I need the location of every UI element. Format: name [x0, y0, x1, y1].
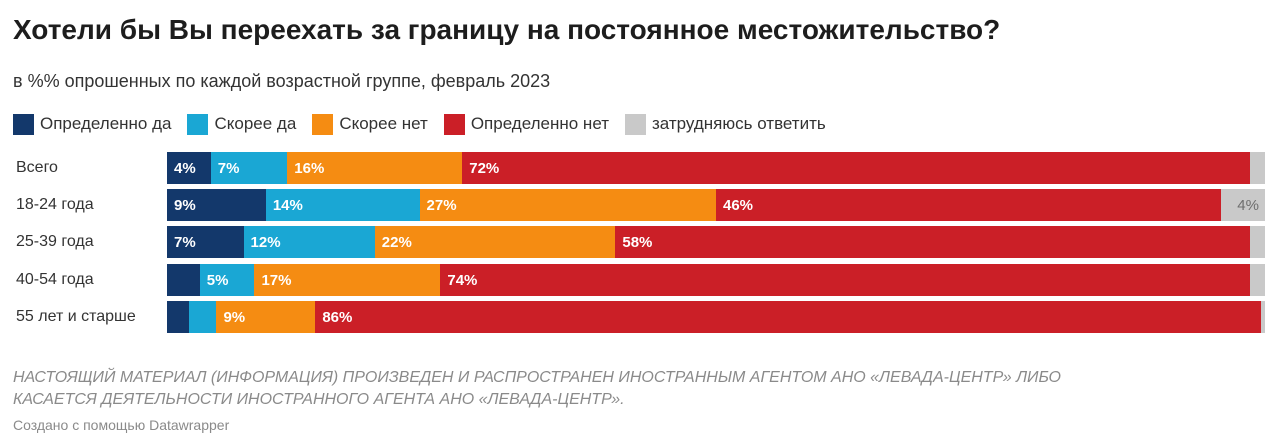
- data-label: 17%: [261, 272, 292, 289]
- chart-title: Хотели бы Вы переехать за границу на пос…: [13, 14, 1001, 45]
- foreign-agent-note-line1: НАСТОЯЩИЙ МАТЕРИАЛ (ИНФОРМАЦИЯ) ПРОИЗВЕД…: [13, 369, 1061, 386]
- bar-segment: [167, 301, 189, 333]
- bar-row: 18-24 года 9% 14% 27% 46% 4%: [0, 189, 1280, 221]
- data-label: 46%: [722, 197, 754, 214]
- foreign-agent-note-line2: КАСАЕТСЯ ДЕЯТЕЛЬНОСТИ ИНОСТРАННОГО АГЕНТ…: [13, 391, 625, 408]
- category-label: 40-54 года: [16, 271, 94, 288]
- bar-track: 9% 86%: [167, 301, 1265, 333]
- legend-label: Скорее да: [214, 114, 297, 133]
- category-label: 55 лет и старше: [16, 308, 136, 325]
- bar-segment: 9%: [167, 189, 266, 221]
- bar-segment: 86%: [315, 301, 1261, 333]
- bar-segment: [1260, 301, 1265, 333]
- legend-item: Скорее нет: [312, 113, 428, 135]
- bar-segment: 27%: [419, 189, 716, 221]
- bar-row: Всего 4% 7% 16% 72%: [0, 152, 1280, 184]
- bar-segment: 74%: [440, 264, 1250, 296]
- legend-item: Определенно да: [13, 113, 172, 135]
- legend-swatch: [187, 113, 209, 135]
- category-label: Всего: [16, 159, 58, 176]
- data-label: 72%: [469, 160, 500, 177]
- foreign-agent-note: НАСТОЯЩИЙ МАТЕРИАЛ (ИНФОРМАЦИЯ) ПРОИЗВЕД…: [13, 367, 1263, 411]
- data-label: 9%: [223, 309, 246, 326]
- legend-swatch: [625, 113, 646, 135]
- bar-segment: 16%: [287, 152, 463, 184]
- legend-label: затрудняюсь ответить: [652, 114, 826, 133]
- bar-track: 9% 14% 27% 46% 4%: [167, 189, 1265, 221]
- bar-row: 25-39 года 7% 12% 22% 58%: [0, 226, 1280, 258]
- legend-swatch: [443, 113, 465, 135]
- bar-segment: 46%: [715, 189, 1222, 221]
- legend-item: Определенно нет: [443, 113, 609, 135]
- category-label: 18-24 года: [16, 196, 94, 213]
- data-label: 74%: [447, 272, 478, 289]
- legend-label: Определенно да: [40, 114, 172, 133]
- bar-segment: 4%: [1221, 189, 1265, 221]
- bar-segment: 9%: [216, 301, 316, 333]
- bar-segment: 4%: [167, 152, 211, 184]
- legend-label: Скорее нет: [339, 114, 428, 133]
- legend-item: затрудняюсь ответить: [625, 113, 826, 135]
- bar-segment: 12%: [243, 226, 375, 258]
- bar-segment: 7%: [210, 152, 288, 184]
- bar-track: 4% 7% 16% 72%: [167, 152, 1265, 184]
- data-label: 4%: [1237, 197, 1259, 214]
- bar-track: 5% 17% 74%: [167, 264, 1265, 296]
- data-label: 5%: [206, 272, 229, 289]
- bar-row: 40-54 года 5% 17% 74%: [0, 264, 1280, 296]
- bar-row: 55 лет и старше 9% 86%: [0, 301, 1280, 333]
- bar-segment: [1249, 152, 1265, 184]
- bar-segment: 72%: [462, 152, 1250, 184]
- bar-track: 7% 12% 22% 58%: [167, 226, 1265, 258]
- legend-label: Определенно нет: [470, 114, 609, 133]
- stacked-bar-chart: Всего 4% 7% 16% 72% 18-24 года 9% 14% 27% 46% 4% 25…: [0, 152, 1280, 342]
- data-label: 27%: [426, 197, 457, 214]
- data-label: 4%: [174, 160, 196, 177]
- bar-segment: 5%: [199, 264, 255, 296]
- data-label: 7%: [174, 234, 196, 251]
- data-label: 14%: [272, 197, 303, 214]
- bar-segment: [1249, 226, 1265, 258]
- bar-segment: 22%: [374, 226, 616, 258]
- data-label: 58%: [622, 234, 653, 251]
- data-label: 16%: [294, 160, 325, 177]
- bar-segment: [167, 264, 200, 296]
- legend-item: Скорее да: [187, 113, 297, 135]
- bar-segment: 58%: [615, 226, 1250, 258]
- datawrapper-credit: Создано с помощью Datawrapper: [13, 417, 230, 433]
- bar-segment: 7%: [167, 226, 244, 258]
- bar-segment: [188, 301, 217, 333]
- data-label: 12%: [250, 234, 281, 251]
- legend-swatch: [13, 113, 34, 135]
- data-label: 86%: [322, 309, 353, 326]
- bar-segment: 14%: [265, 189, 420, 221]
- legend-swatch: [312, 113, 334, 135]
- bar-segment: [1249, 264, 1265, 296]
- legend: Определенно да Скорее да Скорее нет Определ…: [13, 113, 842, 135]
- bar-segment: 17%: [254, 264, 441, 296]
- data-label: 22%: [381, 234, 412, 251]
- data-label: 9%: [174, 197, 196, 214]
- data-label: 7%: [217, 160, 240, 177]
- chart-subtitle: в %% опрошенных по каждой возрастной гру…: [13, 71, 551, 91]
- category-label: 25-39 года: [16, 233, 94, 250]
